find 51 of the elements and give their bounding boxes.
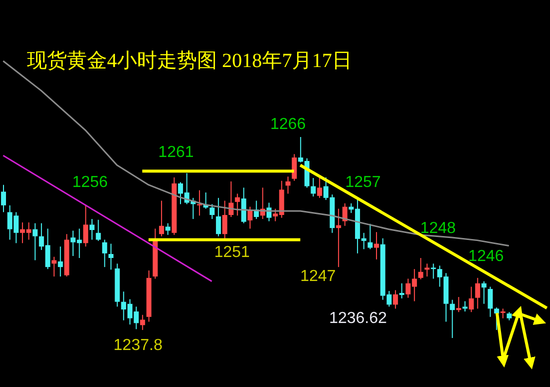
candlestick	[374, 232, 379, 260]
candlestick	[317, 178, 322, 198]
candlestick	[165, 222, 170, 236]
annotation: 1261	[158, 144, 194, 162]
candlestick	[456, 296, 462, 313]
candlestick	[430, 263, 436, 280]
annotation: 1236.62	[329, 310, 388, 328]
candlestick	[90, 218, 95, 240]
candlestick	[228, 180, 234, 218]
candlestick	[196, 190, 202, 216]
candlestick	[52, 256, 57, 277]
candlestick	[102, 239, 108, 268]
annotation: 1248	[420, 220, 456, 238]
candlestick	[481, 280, 486, 304]
candlestick	[216, 197, 221, 237]
candlestick	[368, 223, 373, 250]
candlestick	[292, 154, 297, 182]
candlestick	[1, 184, 6, 213]
candlestick	[392, 290, 398, 310]
candlestick	[488, 286, 493, 318]
candlestick	[468, 286, 474, 313]
candlestick	[285, 176, 290, 194]
chart-title: 现货黄金4小时走势图 2018年7月17日	[27, 50, 352, 72]
candlestick	[96, 219, 101, 242]
candlestick	[475, 277, 480, 310]
candlestick	[424, 263, 430, 277]
candlestick	[336, 208, 342, 268]
candlestick	[234, 193, 240, 216]
annotation: 1246	[468, 248, 504, 266]
candlestick	[32, 222, 38, 261]
candlestick	[399, 282, 404, 299]
candlestick	[222, 200, 228, 240]
annotation: 1256	[72, 174, 108, 192]
annotation: 1247	[300, 268, 336, 286]
candlestick	[159, 200, 164, 237]
candlestick	[248, 206, 253, 230]
candlestick	[310, 178, 316, 197]
annotation: 1237.8	[114, 337, 163, 354]
candlestick	[500, 308, 506, 319]
candlestick	[210, 204, 215, 220]
candlestick	[450, 299, 455, 338]
candlestick	[58, 246, 63, 277]
candlestick	[462, 300, 468, 312]
candlestick	[418, 258, 424, 280]
annotation: 1251	[214, 244, 250, 262]
candlestick	[241, 187, 246, 224]
candlestick	[140, 314, 146, 330]
candlestick	[83, 204, 88, 248]
candlestick	[108, 243, 114, 270]
text: 1266	[270, 116, 306, 134]
annotation: 1257	[345, 174, 381, 192]
